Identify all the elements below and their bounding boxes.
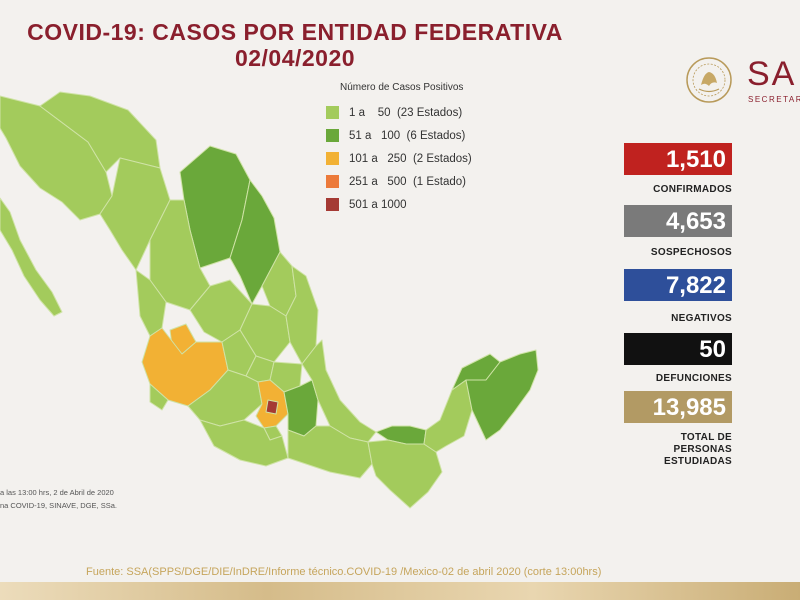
map-quintana-roo bbox=[465, 349, 539, 441]
page-date: 02/04/2020 bbox=[234, 45, 356, 71]
map-legend: Número de Casos Positivos 1 a 50 (23 Est… bbox=[326, 82, 472, 216]
seal-icon bbox=[686, 57, 732, 103]
map-guerrero bbox=[199, 419, 289, 467]
note-line2: na COVID-19, SINAVE, DGE, SSa. bbox=[0, 501, 117, 510]
legend-label: 1 a 50 (23 Estados) bbox=[349, 106, 463, 119]
logo-text: SA bbox=[747, 55, 797, 93]
negativos-label: NEGATIVOS bbox=[671, 313, 732, 324]
legend-swatch bbox=[326, 129, 339, 142]
legend-item: 501 a 1000 bbox=[326, 193, 472, 216]
note-line1: a las 13:00 hrs, 2 de Abril de 2020 bbox=[0, 488, 114, 497]
map-cdmx bbox=[265, 399, 279, 415]
decorative-bottom-bar bbox=[0, 582, 800, 600]
sospechosos-label: SOSPECHOSOS bbox=[650, 247, 732, 258]
legend-item: 101 a 250 (2 Estados) bbox=[326, 147, 472, 170]
estudiadas-label-line3: ESTUDIADAS bbox=[663, 456, 732, 467]
legend-label: 251 a 500 (1 Estado) bbox=[349, 175, 466, 188]
map-tamaulipas bbox=[285, 265, 319, 365]
source-footnote: Fuente: SSA(SPPS/DGE/DIE/InDRE/Informe t… bbox=[86, 566, 602, 578]
defunciones-label: DEFUNCIONES bbox=[655, 373, 732, 384]
confirmados-value: 1,510 bbox=[624, 143, 732, 175]
mexico-states-map bbox=[0, 91, 539, 509]
page-title: COVID-19: CASOS POR ENTIDAD FEDERATIVA bbox=[27, 19, 563, 45]
estudiadas-label: TOTAL DE PERSONAS ESTUDIADAS bbox=[600, 432, 732, 468]
legend-label: 51 a 100 (6 Estados) bbox=[349, 129, 466, 142]
defunciones-value: 50 bbox=[624, 333, 732, 365]
legend-item: 51 a 100 (6 Estados) bbox=[326, 124, 472, 147]
negativos-value: 7,822 bbox=[624, 269, 732, 301]
legend-label: 501 a 1000 bbox=[349, 198, 407, 211]
map-campeche bbox=[423, 379, 473, 453]
secretaria-salud-logo: SA SECRETAR bbox=[684, 55, 800, 110]
estudiadas-label-line2: PERSONAS bbox=[673, 444, 732, 455]
legend-swatch bbox=[326, 175, 339, 188]
confirmados-label: CONFIRMADOS bbox=[653, 184, 732, 195]
map-chiapas bbox=[367, 439, 443, 509]
legend-item: 251 a 500 (1 Estado) bbox=[326, 170, 472, 193]
legend-item: 1 a 50 (23 Estados) bbox=[326, 101, 472, 124]
estudiadas-label-line1: TOTAL DE bbox=[680, 432, 732, 443]
legend-title: Número de Casos Positivos bbox=[340, 82, 464, 93]
legend-swatch bbox=[326, 106, 339, 119]
sospechosos-value: 4,653 bbox=[624, 205, 732, 237]
map-colima bbox=[149, 383, 169, 411]
logo-subtext: SECRETAR bbox=[748, 95, 800, 104]
estudiadas-value: 13,985 bbox=[624, 391, 732, 423]
map-baja-peninsula bbox=[0, 197, 63, 317]
map-sonora bbox=[39, 91, 161, 173]
legend-swatch bbox=[326, 198, 339, 211]
legend-label: 101 a 250 (2 Estados) bbox=[349, 152, 472, 165]
legend-swatch bbox=[326, 152, 339, 165]
